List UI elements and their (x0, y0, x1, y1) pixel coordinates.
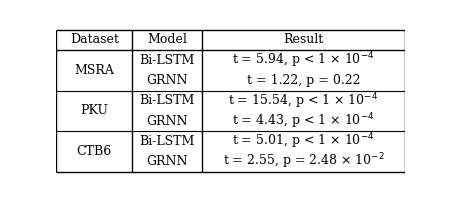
Text: PKU: PKU (80, 104, 108, 117)
Text: Model: Model (147, 33, 187, 47)
Text: Dataset: Dataset (70, 33, 119, 47)
Text: Result: Result (284, 33, 324, 47)
Text: MSRA: MSRA (74, 64, 114, 77)
Text: t = 5.01, p < 1 $\times$ 10$^{-4}$: t = 5.01, p < 1 $\times$ 10$^{-4}$ (232, 131, 375, 151)
Text: GRNN: GRNN (146, 114, 188, 128)
Text: GRNN: GRNN (146, 74, 188, 87)
Text: Bi-LSTM: Bi-LSTM (140, 135, 195, 148)
Text: t = 15.54, p < 1 $\times$ 10$^{-4}$: t = 15.54, p < 1 $\times$ 10$^{-4}$ (228, 91, 378, 110)
Text: t = 5.94, p < 1 $\times$ 10$^{-4}$: t = 5.94, p < 1 $\times$ 10$^{-4}$ (232, 50, 375, 70)
Text: t = 2.55, p = 2.48 $\times$ 10$^{-2}$: t = 2.55, p = 2.48 $\times$ 10$^{-2}$ (223, 152, 384, 171)
Text: t = 4.43, p < 1 $\times$ 10$^{-4}$: t = 4.43, p < 1 $\times$ 10$^{-4}$ (232, 111, 375, 131)
Text: GRNN: GRNN (146, 155, 188, 168)
Text: t = 1.22, p = 0.22: t = 1.22, p = 0.22 (247, 74, 360, 87)
Text: Bi-LSTM: Bi-LSTM (140, 94, 195, 107)
Text: CTB6: CTB6 (76, 145, 112, 158)
Text: Bi-LSTM: Bi-LSTM (140, 54, 195, 67)
